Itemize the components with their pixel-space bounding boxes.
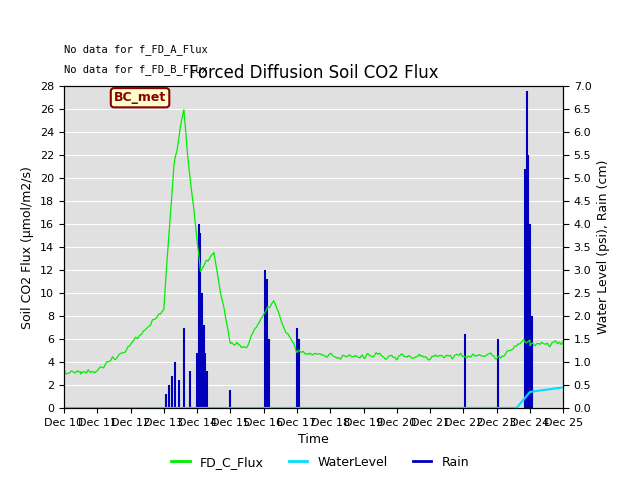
Y-axis label: Water Level (psi), Rain (cm): Water Level (psi), Rain (cm) xyxy=(597,160,610,335)
Title: Forced Diffusion Soil CO2 Flux: Forced Diffusion Soil CO2 Flux xyxy=(189,64,438,82)
Text: BC_met: BC_met xyxy=(114,91,166,104)
Text: No data for f_FD_A_Flux: No data for f_FD_A_Flux xyxy=(64,45,208,56)
Text: No data for f_FD_B_Flux: No data for f_FD_B_Flux xyxy=(64,64,208,75)
X-axis label: Time: Time xyxy=(298,433,329,446)
Y-axis label: Soil CO2 Flux (μmol/m2/s): Soil CO2 Flux (μmol/m2/s) xyxy=(22,166,35,329)
Legend: FD_C_Flux, WaterLevel, Rain: FD_C_Flux, WaterLevel, Rain xyxy=(166,451,474,474)
